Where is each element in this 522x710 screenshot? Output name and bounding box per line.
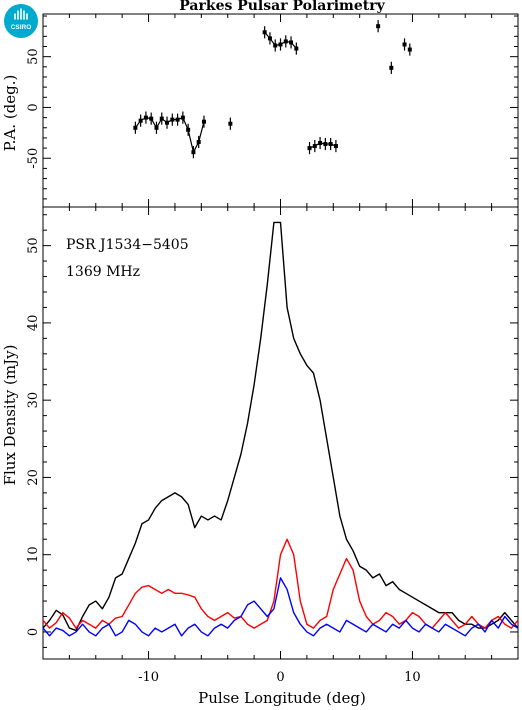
pa-point [149,116,154,121]
csiro-logo-circle [4,4,38,38]
flux-y-tick-label: 30 [26,392,41,409]
pa-y-tick-label: 0 [26,103,41,111]
pa-y-tick-label: 50 [26,48,41,65]
pulsar-name-label: PSR J1534−5405 [66,237,189,253]
pa-point [201,119,206,124]
flux-axes: 0 10 20 30 40 50 -10 0 10 [26,207,519,685]
pa-point [143,115,148,120]
flux-y-tick-label: 20 [26,469,41,486]
pa-point [294,46,299,51]
pa-y-axis-label: P.A. (deg.) [1,75,19,152]
flux-y-tick-label: 10 [26,546,41,563]
flux-y-tick-label: 0 [26,628,41,636]
pa-point [154,125,159,130]
pa-point [133,125,138,130]
pa-point [196,139,201,144]
circular-polarization-line [42,577,519,637]
pa-point [186,127,191,132]
pa-point [267,36,272,41]
csiro-logo-mark [14,8,28,20]
pa-point [262,30,267,35]
pa-point [289,40,294,45]
pa-point [323,142,328,147]
flux-y-tick-label: 40 [26,315,41,332]
flux-lines [42,221,519,637]
pa-point [273,43,278,48]
pa-point [170,117,175,122]
csiro-logo: CSIRO [4,4,38,38]
pa-point [407,47,412,52]
pa-point [312,144,317,149]
pa-point [318,141,323,146]
pa-point [159,116,164,121]
pa-point [307,146,312,151]
pa-axes: -50 0 50 [26,14,519,207]
x-tick-label: 10 [404,670,421,685]
x-axis-label: Pulse Longitude (deg) [198,689,366,707]
pa-point [175,117,180,122]
pa-point [376,24,381,29]
x-tick-label: 0 [276,670,284,685]
linear-polarization-line [42,538,519,629]
pa-data [133,20,412,159]
pa-point [165,120,170,125]
pa-point [389,65,394,70]
pa-point [191,150,196,155]
flux-y-tick-label: 50 [26,237,41,254]
pa-point [228,121,233,126]
chart-title: Parkes Pulsar Polarimetry [179,0,385,14]
pa-point [138,118,143,123]
x-tick-label: -10 [138,670,159,685]
total-intensity-line [42,221,519,632]
pa-point [283,39,288,44]
csiro-logo-text: CSIRO [11,24,32,31]
pa-point [333,144,338,149]
pa-point [328,142,333,147]
pa-y-tick-label: -50 [26,148,41,169]
pa-point [180,115,185,120]
pa-point [278,42,283,47]
frequency-label: 1369 MHz [66,264,140,280]
pa-point [402,42,407,47]
flux-y-axis-label: Flux Density (mJy) [1,345,19,486]
